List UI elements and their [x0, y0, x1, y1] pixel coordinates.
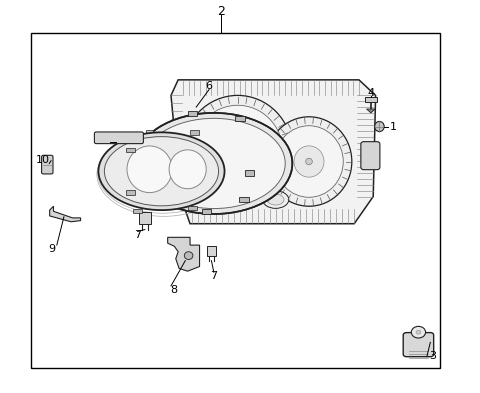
- Bar: [126, 190, 135, 195]
- Ellipse shape: [104, 137, 218, 206]
- Ellipse shape: [184, 252, 193, 259]
- Bar: [133, 209, 142, 213]
- Ellipse shape: [275, 126, 343, 197]
- Bar: [146, 130, 153, 134]
- Bar: [188, 206, 197, 211]
- Bar: [235, 116, 245, 121]
- Text: 1: 1: [390, 121, 396, 132]
- Ellipse shape: [181, 143, 187, 149]
- Bar: [207, 246, 216, 256]
- Bar: [239, 197, 249, 202]
- Text: 7: 7: [134, 230, 141, 241]
- Bar: [139, 213, 151, 224]
- FancyBboxPatch shape: [95, 132, 144, 143]
- Ellipse shape: [192, 105, 283, 198]
- Ellipse shape: [266, 117, 352, 206]
- Ellipse shape: [294, 146, 324, 177]
- Bar: [31, 33, 440, 367]
- Ellipse shape: [183, 95, 292, 208]
- Ellipse shape: [181, 164, 187, 171]
- Text: 10: 10: [36, 154, 49, 165]
- Bar: [190, 130, 199, 135]
- Polygon shape: [367, 109, 375, 113]
- Text: 6: 6: [205, 81, 213, 91]
- Text: 8: 8: [170, 285, 177, 295]
- Polygon shape: [168, 237, 200, 271]
- Bar: [188, 110, 197, 116]
- Bar: [126, 147, 135, 152]
- Polygon shape: [49, 206, 81, 222]
- Text: 3: 3: [429, 351, 436, 361]
- Bar: [139, 194, 149, 199]
- Ellipse shape: [98, 132, 225, 210]
- Ellipse shape: [411, 326, 426, 338]
- Ellipse shape: [263, 191, 289, 208]
- Ellipse shape: [416, 330, 421, 334]
- Bar: [365, 97, 377, 102]
- Text: 5: 5: [101, 135, 108, 145]
- Text: 7: 7: [210, 271, 217, 281]
- Ellipse shape: [375, 121, 384, 132]
- Bar: [202, 209, 212, 214]
- Ellipse shape: [143, 118, 285, 209]
- FancyBboxPatch shape: [361, 141, 380, 170]
- Bar: [245, 171, 254, 176]
- Bar: [146, 191, 153, 195]
- Ellipse shape: [306, 158, 312, 165]
- Ellipse shape: [127, 146, 172, 193]
- Text: 2: 2: [217, 5, 225, 18]
- FancyBboxPatch shape: [42, 155, 53, 174]
- FancyBboxPatch shape: [403, 332, 433, 357]
- Ellipse shape: [217, 130, 258, 173]
- Bar: [134, 141, 144, 147]
- Polygon shape: [171, 80, 376, 224]
- Ellipse shape: [135, 113, 292, 214]
- Ellipse shape: [267, 194, 284, 205]
- Ellipse shape: [169, 150, 206, 189]
- Ellipse shape: [233, 147, 242, 156]
- Text: 4: 4: [368, 88, 375, 98]
- Text: 9: 9: [48, 244, 56, 254]
- Bar: [134, 171, 144, 176]
